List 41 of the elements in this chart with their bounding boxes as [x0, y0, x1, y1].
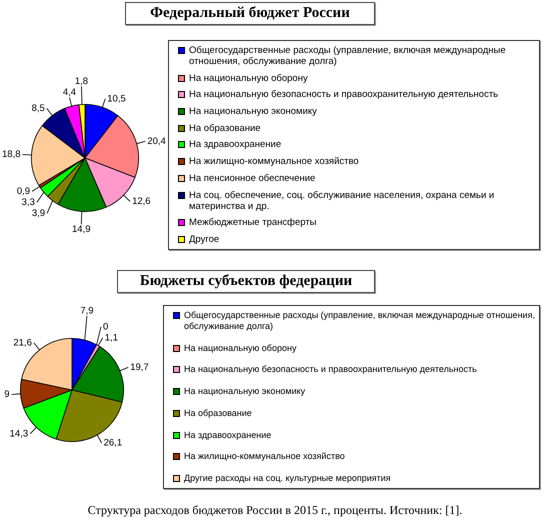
data-label: 14,3 — [10, 428, 28, 440]
data-label: 1,1 — [104, 332, 118, 344]
legend-label: На жилищно-коммунальное хозяйство — [189, 156, 359, 168]
legend-label: На образование — [189, 122, 261, 134]
chart-title: Федеральный бюджет России — [125, 2, 375, 25]
data-label: 8,5 — [32, 103, 45, 114]
legend-label: На здравоохранение — [189, 139, 282, 150]
text: Структура расходов бюджетов России в 2015 г., проценты. Источник: [1]. — [86, 503, 464, 518]
data-label: 10,5 — [107, 93, 126, 104]
data-label: 4,4 — [62, 87, 76, 98]
data-label: 12,6 — [132, 196, 151, 208]
legend-label: На национальную оборону — [189, 72, 308, 84]
legend-label: На соц. обеспечение, соц. обслуживание населения, охрана семьи и материнства и др. — [189, 190, 496, 212]
legend-label: На здравоохранение — [184, 430, 272, 441]
legend-label: На национальную оборону — [184, 342, 296, 354]
data-label: 1,8 — [74, 76, 88, 88]
legend-label: На национальную экономику — [184, 386, 306, 398]
data-label: 21,6 — [13, 338, 32, 349]
legend-label: На национальную безопасность и правоохранительную деятельность — [184, 364, 477, 376]
data-label: 9 — [4, 389, 10, 400]
text: 0 — [102, 321, 108, 332]
legend-label: На образование — [184, 408, 252, 419]
legend-label: На национальную экономику — [189, 106, 317, 118]
legend-label: На жилищно-коммунальное хозяйство — [184, 451, 345, 462]
legend-label: Межбюджетные трансферты — [189, 217, 316, 228]
chart-title: Бюджеты субъектов федерации — [117, 270, 375, 293]
data-label: 7,9 — [80, 306, 94, 317]
data-label: 26,1 — [104, 438, 122, 448]
data-label: 18,8 — [2, 149, 20, 160]
legend-label: Общегосударственные расходы (управление, включая международные отношения, обслуживание долга) — [189, 45, 507, 67]
data-label: 3,9 — [32, 208, 46, 219]
legend-label: Другое — [189, 234, 220, 245]
data-label: 14,9 — [72, 224, 91, 235]
data-label: 3,3 — [22, 197, 35, 208]
data-label: 20,4 — [147, 136, 166, 147]
legend-label: Общегосударственные расходы (управление, включая международные отношения, обслуживание долга) — [184, 310, 535, 332]
legend-label: На пенсионное обеспечение — [189, 172, 316, 184]
legend-label: Другие расходы на соц. культурные мероприятия — [184, 472, 391, 484]
legend-label: На национальную безопасность и правоохранительную деятельность — [189, 89, 498, 100]
data-label: 0,9 — [16, 186, 30, 197]
data-label: 19,7 — [130, 362, 149, 373]
